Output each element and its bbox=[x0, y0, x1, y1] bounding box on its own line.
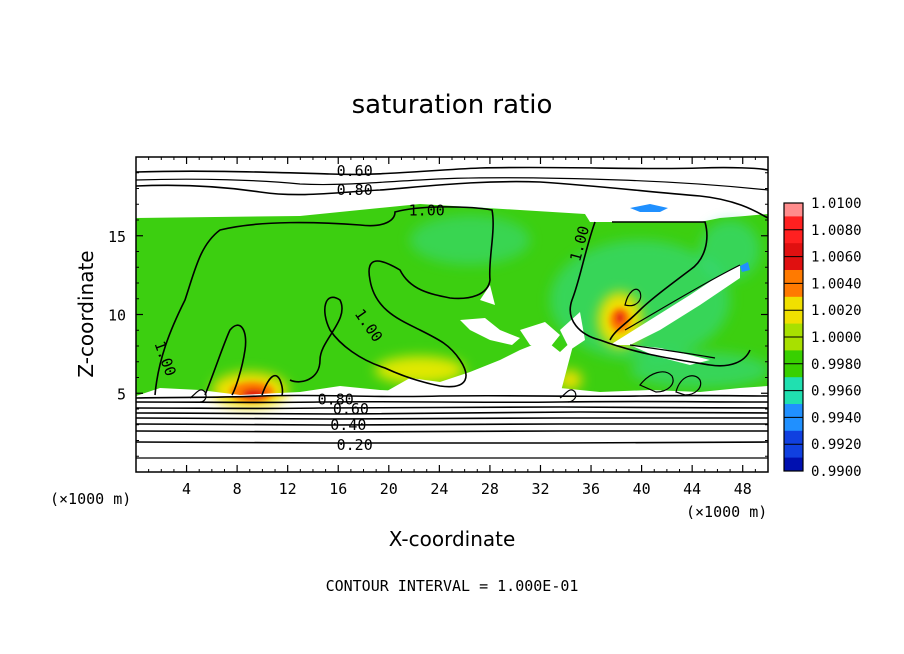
contour-label-text: 0.60 bbox=[333, 400, 369, 418]
colorbar-swatch bbox=[784, 216, 803, 231]
y-tick-label: 15 bbox=[108, 228, 126, 246]
contour-label-text: 0.20 bbox=[337, 436, 373, 454]
colorbar-swatch bbox=[784, 350, 803, 365]
colorbar-level-label: 1.0000 bbox=[811, 330, 862, 346]
contour-lines bbox=[136, 166, 768, 459]
contour-label-text: 1.00 bbox=[409, 202, 445, 220]
colorbar-level-label: 0.9940 bbox=[811, 410, 862, 426]
x-axis-unit-right: (×1000 m) bbox=[686, 503, 767, 521]
contour-label: 0.80 bbox=[318, 391, 354, 409]
colorbar-swatch bbox=[784, 377, 803, 392]
y-axis-label: Z-coordinate bbox=[74, 250, 98, 377]
contour-label-text: 0.80 bbox=[337, 181, 373, 199]
contour-label: 1.00 bbox=[409, 202, 445, 220]
colorbar-swatch bbox=[784, 390, 803, 405]
colorbar-level-label: 0.9920 bbox=[811, 437, 862, 453]
x-tick-label: 24 bbox=[430, 480, 448, 498]
x-tick-label: 28 bbox=[481, 480, 499, 498]
x-axis-label: X-coordinate bbox=[389, 527, 516, 551]
contour-label-text: 0.60 bbox=[337, 162, 373, 180]
colorbar-swatch bbox=[784, 430, 803, 445]
x-tick-label: 12 bbox=[279, 480, 297, 498]
x-axis-unit-left: (×1000 m) bbox=[50, 490, 131, 508]
colorbar-swatch bbox=[784, 203, 803, 217]
x-tick-label: 8 bbox=[233, 480, 242, 498]
colorbar-level-label: 1.0060 bbox=[811, 250, 862, 266]
contour-label: 0.60 bbox=[333, 400, 369, 418]
colorbar-level-label: 0.9960 bbox=[811, 384, 862, 400]
colorbar-swatch bbox=[784, 337, 803, 351]
colorbar-level-label: 1.0100 bbox=[811, 196, 862, 212]
colorbar-swatch bbox=[784, 404, 803, 418]
blue-fringe bbox=[740, 262, 750, 272]
colorbar-level-label: 0.9900 bbox=[811, 464, 862, 480]
colorbar-level-label: 1.0020 bbox=[811, 303, 862, 319]
contour-label: 0.20 bbox=[337, 436, 373, 454]
y-tick-label: 5 bbox=[117, 385, 126, 403]
contour-label: 0.80 bbox=[337, 181, 373, 199]
y-tick-label: 10 bbox=[108, 307, 126, 325]
contour-label: 0.40 bbox=[330, 416, 366, 434]
colorbar-swatch bbox=[784, 229, 803, 244]
x-axis: 4 8 12 16 20 24 28 32 36 40 44 48 bbox=[148, 157, 756, 498]
colorbar-level-label: 1.0040 bbox=[811, 276, 862, 292]
contour-interval-note: CONTOUR INTERVAL = 1.000E-01 bbox=[326, 577, 579, 595]
colorbar-level-label: 0.9980 bbox=[811, 357, 862, 373]
x-tick-label: 48 bbox=[734, 480, 752, 498]
x-tick-label: 40 bbox=[633, 480, 651, 498]
contour-label-text: 0.80 bbox=[318, 391, 354, 409]
colorbar-swatch bbox=[784, 444, 803, 459]
x-tick-label: 4 bbox=[182, 480, 191, 498]
colorbar-swatch bbox=[784, 256, 803, 271]
colorbar: 1.0100 1.0080 1.0060 1.0040 1.0020 1.0000 0.99… bbox=[783, 196, 862, 480]
subsaturated-pockets bbox=[136, 265, 768, 396]
plot-area bbox=[136, 157, 768, 472]
colorbar-swatch bbox=[784, 283, 803, 298]
y-axis: 5 10 15 bbox=[108, 172, 768, 457]
colorbar-swatch bbox=[784, 243, 803, 258]
chart-title: saturation ratio bbox=[352, 90, 553, 120]
contour-label-text: 0.40 bbox=[330, 416, 366, 434]
colorbar-swatch bbox=[784, 457, 803, 472]
x-tick-label: 36 bbox=[582, 480, 600, 498]
colorbar-swatch bbox=[784, 310, 803, 325]
x-tick-label: 32 bbox=[531, 480, 549, 498]
blue-fringe bbox=[630, 204, 668, 212]
x-tick-label: 44 bbox=[683, 480, 701, 498]
contour-label: 0.60 bbox=[337, 162, 373, 180]
colorbar-swatch bbox=[784, 296, 803, 311]
colorbar-swatch bbox=[784, 270, 803, 284]
colorbar-swatch bbox=[784, 417, 803, 432]
colorbar-swatch bbox=[784, 363, 803, 378]
x-tick-label: 16 bbox=[329, 480, 347, 498]
colorbar-level-label: 1.0080 bbox=[811, 223, 862, 239]
x-tick-label: 20 bbox=[380, 480, 398, 498]
colorbar-swatch bbox=[784, 323, 803, 338]
